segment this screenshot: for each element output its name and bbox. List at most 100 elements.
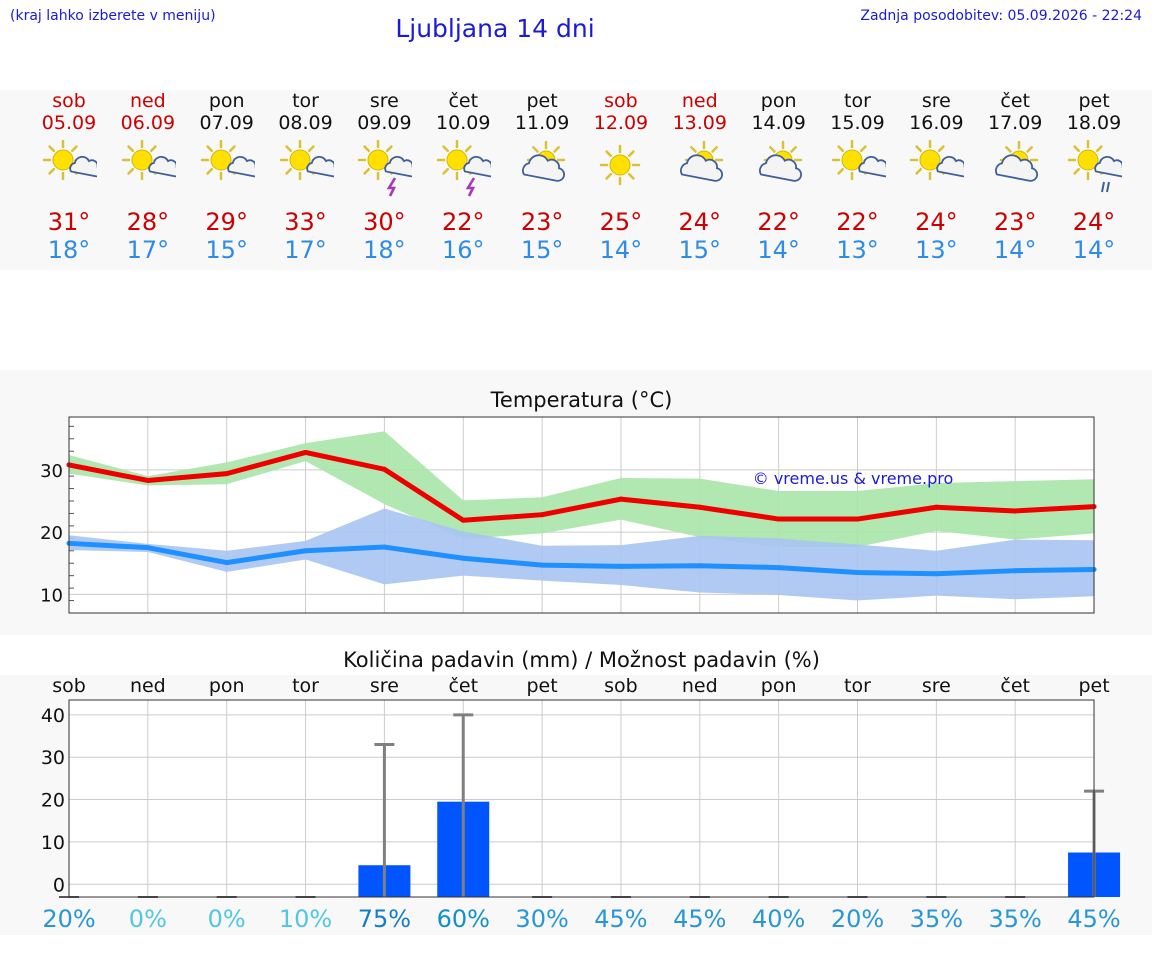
forecast-day: pet 18.09 24° 14°	[1054, 90, 1134, 264]
precip-probability: 40%	[752, 905, 805, 933]
cloud-sun-icon	[995, 140, 1039, 182]
series-band	[69, 508, 1095, 601]
forecast-max-temp: 23°	[993, 208, 1037, 236]
forecast-date: 17.09	[987, 112, 1043, 134]
forecast-date: 14.09	[751, 112, 806, 134]
forecast-day: čet 17.09 23° 14°	[975, 90, 1055, 264]
sun-shape	[1067, 140, 1109, 181]
forecast-max-temp: 30°	[363, 208, 406, 236]
cloud-shape	[384, 155, 413, 178]
x-category-label: pon	[209, 675, 245, 697]
sun-cloud-icon	[831, 140, 886, 181]
sun-icon	[599, 144, 641, 186]
precipitation-chart-title: Količina padavin (mm) / Možnost padavin …	[343, 648, 820, 672]
precipitation-panel: Količina padavin (mm) / Možnost padavin …	[0, 640, 1152, 935]
data-point	[381, 544, 387, 550]
cloud-shape	[69, 155, 97, 178]
forecast-date: 13.09	[672, 112, 727, 134]
forecast-date: 06.09	[120, 112, 176, 134]
forecast-max-temp: 33°	[284, 208, 327, 236]
forecast-day: čet 10.09 22° 16°	[423, 90, 503, 264]
forecast-max-temp: 28°	[126, 208, 170, 236]
forecast-date: 09.09	[357, 112, 412, 134]
precip-probability: 20%	[42, 905, 95, 933]
precip-probability: 10%	[279, 905, 332, 933]
series-line	[68, 540, 1095, 577]
forecast-max-temp: 22°	[441, 208, 485, 236]
lightning-shape	[387, 177, 397, 197]
forecast-max-temp: 24°	[915, 208, 958, 236]
precipitation-chart: sob ned pon tor sre čet pet sob ned pon tor sre čet p…	[0, 675, 1152, 935]
x-category-label: pon	[761, 675, 797, 697]
forecast-day-name: tor	[292, 90, 319, 112]
forecast-max-temp: 24°	[1072, 208, 1116, 236]
x-category-label: pet	[1078, 675, 1109, 697]
series-line	[68, 449, 1095, 523]
forecast-day: tor 08.09 33° 17°	[266, 90, 346, 264]
y-tick-label: 20	[41, 790, 65, 812]
cloud-shape	[679, 154, 723, 182]
forecast-date: 05.09	[41, 112, 97, 134]
data-point	[460, 555, 466, 561]
forecast-day-name: sre	[369, 90, 399, 112]
location-hint: (kraj lahko izberete v meniju)	[10, 8, 216, 24]
forecast-day-name: pet	[526, 90, 558, 112]
data-point	[776, 516, 782, 522]
precip-probability: 35%	[989, 905, 1042, 933]
forecast-day-name: čet	[448, 90, 479, 112]
forecast-date: 07.09	[199, 112, 254, 134]
rain-drops	[1101, 181, 1111, 193]
y-tick-label: 30	[41, 747, 65, 769]
forecast-day-name: sre	[921, 90, 951, 112]
precip-probability: 0%	[129, 905, 167, 933]
sun-shape	[358, 140, 399, 181]
plot-area	[69, 700, 1094, 897]
forecast-day-name: sob	[604, 90, 638, 112]
cloud-shape	[995, 154, 1039, 182]
precip-probability: 60%	[437, 905, 490, 933]
forecast-day: pon 07.09 29° 15°	[187, 90, 267, 264]
data-point	[855, 570, 860, 576]
forecast-min-temp: 18°	[47, 236, 91, 264]
sun-cloud-icon	[910, 140, 965, 181]
cloud-sun-icon	[758, 140, 802, 182]
forecast-max-temp: 29°	[205, 208, 248, 236]
forecast-min-temp: 13°	[915, 236, 958, 264]
x-category-label: ned	[682, 675, 718, 697]
data-point	[697, 504, 703, 510]
data-point	[460, 517, 466, 523]
forecast-min-temp: 15°	[678, 236, 722, 264]
forecast-day-name: ned	[681, 90, 718, 112]
forecast-max-temp: 22°	[757, 208, 800, 236]
y-tick-label: 20	[40, 523, 63, 544]
precip-probability: 35%	[910, 905, 963, 933]
forecast-day: sob 12.09 25° 14°	[581, 90, 661, 264]
precip-probability: 30%	[515, 905, 568, 933]
forecast-day-name: pon	[760, 90, 797, 112]
data-point	[933, 571, 939, 577]
x-category-label: čet	[1000, 675, 1030, 697]
forecast-day: ned 06.09 28° 17°	[108, 90, 188, 264]
y-tick-label: 0	[53, 874, 65, 896]
forecast-day: tor 15.09 22° 13°	[818, 90, 898, 264]
forecast-min-temp: 14°	[1072, 236, 1116, 264]
sun-cloud-icon	[200, 140, 255, 181]
forecast-strip: sob 05.09 31° 18° ned 06.09 28° 17° pon 07.09 29° 1…	[0, 90, 1152, 270]
forecast-date: 10.09	[436, 112, 491, 134]
temperature-chart-title: Temperatura (°C)	[490, 388, 673, 412]
forecast-max-temp: 25°	[599, 208, 643, 236]
cloud-shape	[857, 155, 886, 178]
forecast-min-temp: 13°	[836, 236, 879, 264]
x-category-label: pet	[526, 675, 557, 697]
cloud-shape	[226, 155, 255, 178]
forecast-date: 15.09	[830, 112, 885, 134]
data-point	[1012, 568, 1018, 574]
temperature-panel: Temperatura (°C) 10 20 30 © vreme.us & vrem…	[0, 370, 1152, 635]
forecast-min-temp: 16°	[441, 236, 485, 264]
forecast-day-name: pon	[208, 90, 245, 112]
data-point	[381, 466, 387, 472]
data-point	[1012, 508, 1018, 514]
last-updated: Zadnja posodobitev: 05.09.2026 - 22:24	[860, 8, 1142, 24]
x-category-label: sre	[922, 675, 951, 697]
forecast-max-temp: 31°	[47, 208, 91, 236]
